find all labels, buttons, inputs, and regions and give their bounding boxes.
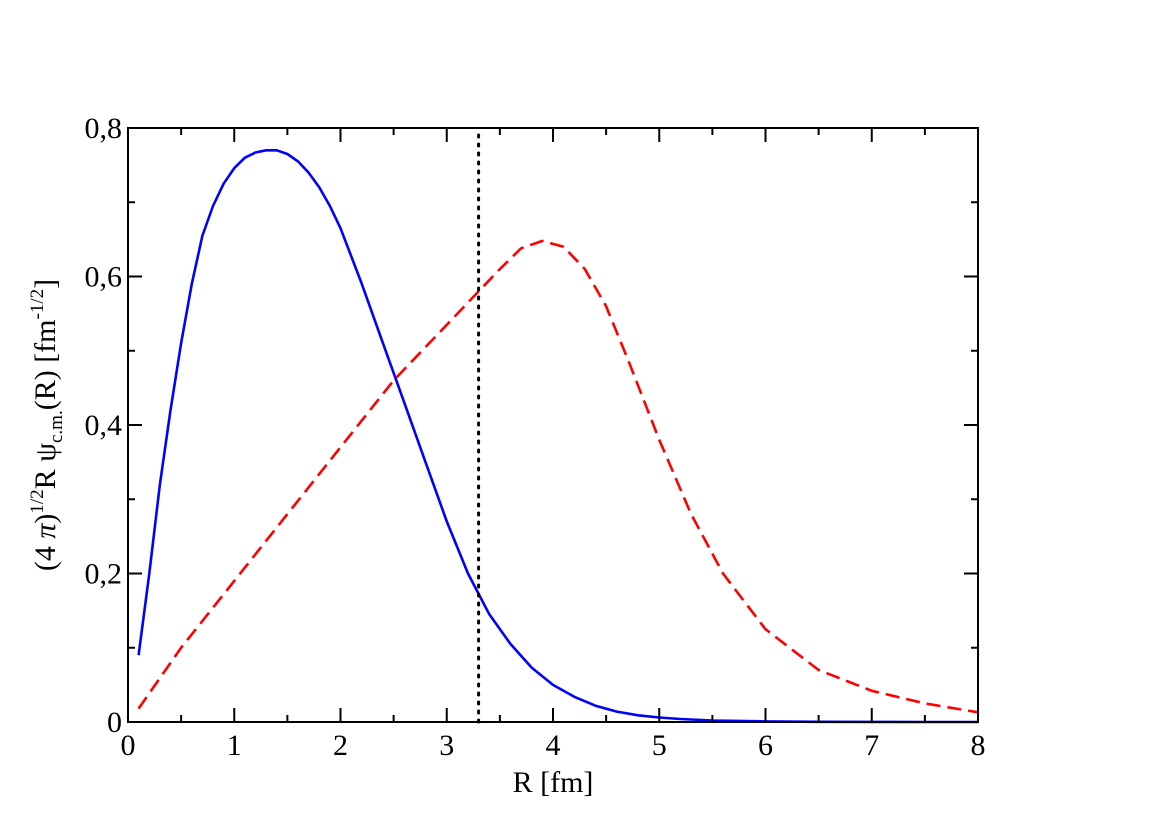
x-tick-label-4: 4: [546, 729, 561, 762]
x-tick-label-0: 0: [121, 729, 136, 762]
y-axis-label: (4 π)1/2R ψc.m.(R) [fm-1/2]: [27, 279, 67, 571]
tick-labels-layer: 0 1 2 3 4 5 6 7 8 0 0,2 0,4 0,6 0,8: [85, 112, 986, 762]
series-line-2: [137, 239, 979, 714]
x-tick-label-5: 5: [652, 729, 667, 762]
plot-frame: [127, 127, 979, 723]
y-tick-label-0.4: 0,4: [85, 409, 123, 442]
series-line-1: [137, 149, 978, 724]
x-tick-label-8: 8: [971, 729, 986, 762]
y-tick-label-0: 0: [107, 706, 122, 739]
y-label-prefix: (4: [29, 539, 62, 572]
y-label-exp2: -1/2: [27, 289, 48, 320]
y-label-arg: (R) [fm: [29, 319, 62, 410]
y-label-close: ): [29, 514, 62, 524]
x-tick-label-6: 6: [758, 729, 773, 762]
series-layer: [137, 126, 979, 724]
y-label-psi: ψ: [29, 443, 62, 462]
x-tick-label-2: 2: [333, 729, 348, 762]
y-label-end: ]: [29, 279, 62, 289]
y-label-psi-sub: c.m.: [46, 410, 67, 443]
y-label-mid: R: [29, 462, 62, 490]
y-tick-label-0.6: 0,6: [85, 261, 123, 294]
ticks-layer: [127, 127, 979, 723]
x-tick-label-7: 7: [864, 729, 879, 762]
y-label-exp1: 1/2: [27, 489, 48, 513]
y-label-pi: π: [29, 523, 62, 539]
y-tick-label-0.2: 0,2: [85, 558, 123, 591]
x-axis-label: R [fm]: [513, 766, 594, 799]
x-tick-label-3: 3: [439, 729, 454, 762]
y-tick-label-0.8: 0,8: [85, 112, 123, 145]
x-tick-label-1: 1: [227, 729, 242, 762]
